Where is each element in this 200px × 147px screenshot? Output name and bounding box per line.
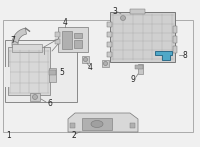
- Text: 5: 5: [60, 67, 64, 76]
- Bar: [110, 12, 175, 62]
- Bar: [107, 52, 112, 57]
- Bar: [138, 64, 143, 74]
- Bar: [118, 14, 128, 22]
- Bar: [135, 65, 143, 69]
- Bar: [74, 33, 82, 38]
- Text: 2: 2: [72, 131, 77, 140]
- Bar: [12, 44, 42, 52]
- Bar: [74, 40, 82, 48]
- Ellipse shape: [104, 61, 108, 66]
- Text: 8: 8: [183, 51, 187, 60]
- Bar: [5, 40, 77, 102]
- Ellipse shape: [32, 95, 38, 100]
- Text: 3: 3: [113, 6, 117, 15]
- Bar: [130, 123, 135, 128]
- Ellipse shape: [84, 57, 88, 61]
- Bar: [30, 93, 40, 101]
- Bar: [58, 27, 88, 52]
- Ellipse shape: [120, 15, 126, 20]
- Bar: [70, 123, 75, 128]
- Bar: [107, 32, 112, 37]
- Polygon shape: [155, 51, 172, 60]
- Bar: [82, 56, 89, 63]
- Bar: [5, 67, 10, 87]
- Bar: [173, 46, 177, 53]
- Bar: [173, 36, 177, 43]
- Text: 1: 1: [6, 132, 11, 141]
- Ellipse shape: [91, 121, 103, 127]
- Bar: [49, 70, 56, 75]
- Text: 7: 7: [10, 35, 15, 45]
- Bar: [8, 47, 50, 95]
- Bar: [62, 31, 72, 49]
- Bar: [173, 26, 177, 33]
- Text: 4: 4: [88, 62, 92, 71]
- Polygon shape: [12, 28, 26, 60]
- Text: 9: 9: [131, 75, 135, 83]
- Bar: [107, 22, 112, 27]
- Bar: [82, 118, 112, 130]
- Text: 6: 6: [48, 98, 52, 107]
- Bar: [55, 32, 60, 37]
- Bar: [130, 9, 145, 14]
- Bar: [3, 20, 193, 132]
- Text: 4: 4: [63, 17, 67, 26]
- Bar: [102, 60, 109, 67]
- Polygon shape: [68, 113, 138, 132]
- Bar: [55, 39, 60, 44]
- Bar: [49, 68, 56, 82]
- Bar: [107, 42, 112, 47]
